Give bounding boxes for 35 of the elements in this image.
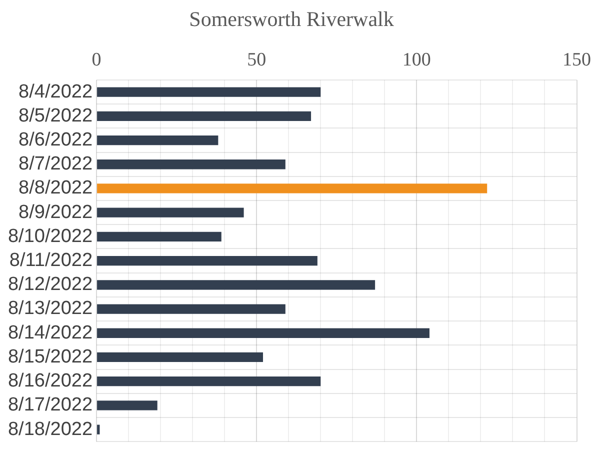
y-tick-label: 8/12/2022: [8, 274, 93, 296]
chart-title: Somersworth Riverwalk: [189, 7, 394, 32]
bar: [97, 424, 100, 434]
bar: [97, 400, 158, 410]
y-tick-label: 8/13/2022: [8, 298, 93, 320]
x-tick-label: 100: [402, 50, 431, 71]
bar: [97, 232, 222, 242]
bar: [97, 304, 286, 314]
y-tick-label: 8/16/2022: [8, 370, 93, 392]
bar: [97, 184, 488, 194]
y-tick-label: 8/4/2022: [18, 81, 93, 102]
bar: [97, 208, 244, 218]
x-tick-label: 0: [92, 50, 102, 71]
y-tick-label: 8/17/2022: [8, 394, 93, 416]
y-tick-label: 8/11/2022: [9, 250, 93, 272]
y-tick-label: 8/10/2022: [8, 226, 93, 247]
bar: [97, 256, 318, 266]
y-tick-label: 8/5/2022: [18, 105, 93, 126]
bar: [97, 280, 376, 290]
bar: [97, 111, 312, 121]
bar: [97, 376, 321, 386]
x-tick-label: 50: [247, 50, 266, 71]
y-tick-label: 8/15/2022: [8, 346, 93, 368]
y-tick-label: 8/18/2022: [8, 418, 93, 440]
y-tick-label: 8/14/2022: [8, 322, 93, 344]
x-tick-label: 150: [562, 50, 591, 71]
bar: [97, 135, 218, 146]
bar: [97, 352, 264, 362]
bar: [97, 328, 430, 338]
y-tick-label: 8/7/2022: [18, 154, 93, 175]
bar: [97, 87, 321, 97]
bar: [97, 160, 286, 170]
y-tick-label: 8/9/2022: [18, 202, 93, 223]
y-tick-label: 8/6/2022: [18, 130, 93, 150]
y-tick-label: 8/8/2022: [18, 178, 93, 199]
